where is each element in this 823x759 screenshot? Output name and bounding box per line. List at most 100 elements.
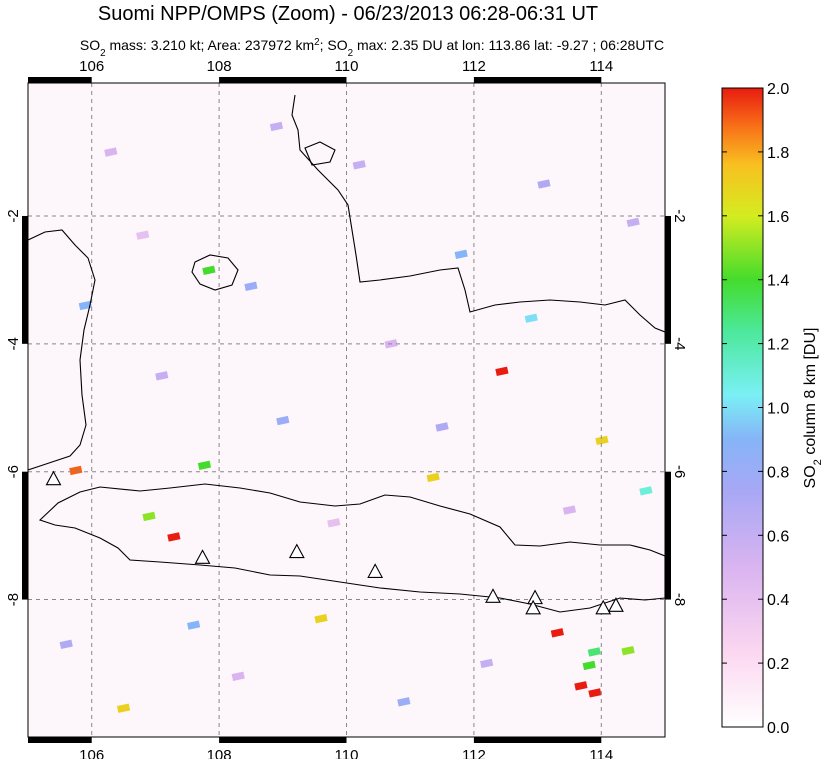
so2-pixel bbox=[244, 281, 258, 291]
colorbar-tick-label: 0.8 bbox=[767, 464, 789, 481]
coastlines bbox=[28, 94, 665, 613]
x-tick-label: 114 bbox=[589, 58, 613, 75]
text-part: mass: 3.210 kt; Area: 237972 km bbox=[106, 37, 315, 53]
coastline bbox=[291, 94, 665, 333]
frame-bar bbox=[665, 471, 671, 600]
x-tick-label: 114 bbox=[589, 747, 613, 759]
volcano bbox=[288, 543, 305, 559]
frame-bar bbox=[219, 77, 347, 83]
so2-pixel bbox=[197, 460, 212, 470]
so2-pixel bbox=[187, 620, 201, 630]
coastline bbox=[28, 229, 96, 471]
title: Suomi NPP/OMPS (Zoom) - 06/23/2013 06:28… bbox=[98, 3, 598, 25]
text-part: 2 bbox=[314, 37, 319, 48]
so2-pixel bbox=[588, 688, 602, 698]
so2-pixel bbox=[621, 646, 635, 656]
pixels bbox=[59, 121, 653, 713]
subtitle: SO2 mass: 3.210 kt; Area: 237972 km2; SO… bbox=[80, 37, 664, 59]
so2-pixel bbox=[574, 681, 588, 691]
so2-pixel bbox=[524, 313, 538, 323]
axes: 106 106 108 108 110 110 112 112 114 114 -2 -2 -4 -4 -6… bbox=[5, 58, 688, 759]
so2-pixel bbox=[142, 511, 156, 522]
so2-pixel bbox=[454, 249, 468, 260]
text-part: max: 2.35 DU at lon: 113.86 lat: -9.27 ;… bbox=[353, 37, 664, 53]
volcano bbox=[367, 563, 384, 578]
colorbar-tick-label: 0.4 bbox=[767, 592, 789, 609]
colorbar-tick-label: 1.4 bbox=[767, 273, 789, 290]
so2-pixel bbox=[327, 518, 341, 528]
x-tick-label: 108 bbox=[207, 747, 232, 759]
so2-pixel bbox=[231, 671, 245, 681]
so2-pixel bbox=[562, 505, 577, 515]
text-part: 2 bbox=[100, 48, 105, 59]
frame-bar bbox=[22, 215, 28, 344]
colorbar-tick-label: 1.8 bbox=[767, 145, 789, 162]
so2-pixel bbox=[397, 697, 411, 707]
colorbar-tick-label: 0.6 bbox=[767, 528, 789, 545]
so2-pixel bbox=[537, 179, 551, 189]
y-tick-label: -4 bbox=[5, 337, 22, 350]
text-part: column 8 km [DU] bbox=[802, 328, 819, 460]
so2-pixel bbox=[136, 230, 150, 240]
so2-pixel bbox=[426, 472, 440, 483]
frame-bar bbox=[219, 737, 347, 743]
colorbar-tick-label: 1.0 bbox=[767, 401, 789, 418]
so2-pixel bbox=[495, 366, 509, 376]
y-tick-label: -2 bbox=[671, 209, 688, 222]
text-part: SO bbox=[80, 37, 100, 53]
colorbar bbox=[721, 87, 764, 728]
so2-pixel bbox=[550, 628, 564, 638]
y-tick-label: -2 bbox=[5, 209, 22, 222]
so2-pixel bbox=[78, 300, 92, 311]
colorbar-tick-label: 0.0 bbox=[767, 720, 789, 737]
frame-bar bbox=[28, 77, 92, 83]
so2-pixel bbox=[269, 121, 284, 132]
y-tick-label: -6 bbox=[671, 465, 688, 478]
so2-pixel bbox=[155, 371, 169, 381]
map-area bbox=[28, 83, 665, 737]
so2-pixel bbox=[435, 422, 449, 432]
x-tick-label: 112 bbox=[462, 58, 486, 75]
text-part: 2 bbox=[812, 459, 823, 465]
so2-pixel bbox=[587, 647, 601, 657]
frame-bar bbox=[473, 77, 602, 83]
x-tick-label: 110 bbox=[335, 747, 359, 759]
colorbar-tick-label: 0.2 bbox=[767, 656, 789, 673]
volcano bbox=[45, 470, 62, 486]
text-part: SO bbox=[802, 465, 819, 488]
frame-bar bbox=[473, 737, 602, 743]
colorbar-axis: 0.0 0.2 0.4 0.6 0.8 1.0 1.2 1.4 1.6 1.8 2.0 bbox=[722, 81, 789, 737]
so2-pixel bbox=[59, 639, 73, 649]
so2-pixel bbox=[202, 265, 216, 275]
colorbar-tick-label: 1.6 bbox=[767, 209, 789, 226]
volcano bbox=[194, 549, 211, 564]
y-tick-label: -4 bbox=[671, 337, 688, 350]
y-tick-label: -8 bbox=[671, 593, 688, 606]
x-tick-label: 106 bbox=[79, 747, 104, 759]
text-part: ; SO bbox=[320, 37, 348, 53]
frame-bar bbox=[28, 737, 92, 743]
volcanoes bbox=[45, 470, 624, 615]
so2-pixel bbox=[69, 465, 83, 476]
volcano bbox=[595, 599, 612, 615]
so2-pixel bbox=[167, 532, 181, 542]
y-tick-label: -6 bbox=[5, 465, 22, 478]
so2-pixel bbox=[314, 614, 328, 624]
coastline bbox=[304, 141, 336, 166]
volcano bbox=[525, 599, 542, 615]
so2-pixel bbox=[626, 217, 640, 228]
so2-pixel bbox=[352, 160, 366, 170]
so2-pixel bbox=[116, 703, 131, 713]
map-frame bbox=[22, 77, 671, 743]
coastline bbox=[38, 483, 665, 613]
so2-pixel bbox=[639, 486, 653, 496]
grid bbox=[28, 83, 665, 737]
so2-pixel bbox=[582, 660, 596, 671]
frame-bar bbox=[665, 215, 671, 344]
x-tick-label: 110 bbox=[335, 58, 359, 75]
x-tick-label: 106 bbox=[79, 58, 104, 75]
so2-pixel bbox=[480, 658, 494, 669]
volcano bbox=[608, 597, 624, 612]
y-tick-label: -8 bbox=[5, 593, 22, 606]
coastline bbox=[191, 254, 239, 291]
